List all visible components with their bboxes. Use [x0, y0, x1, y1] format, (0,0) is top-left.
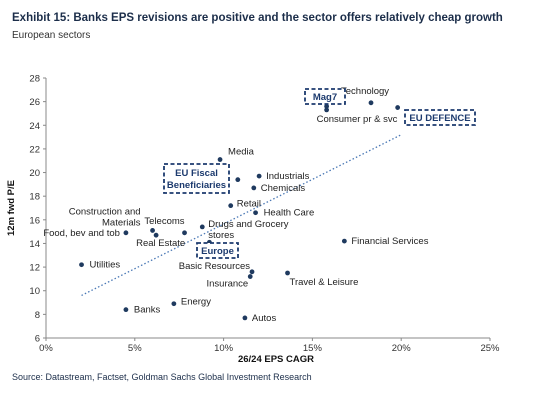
point-eu-fiscal-beneficiaries: [235, 177, 241, 183]
y-axis-label: 12m fwd P/E: [6, 180, 17, 236]
highlight-box-eu-defence: [404, 109, 476, 126]
label-eu-fiscal-beneficiaries: EU Fiscal Beneficiaries: [167, 168, 226, 191]
point-health-care: [253, 210, 258, 216]
y-tick-label: 18: [29, 192, 40, 203]
point-labels: Technology Consumer pr & svc Media Industri…: [43, 86, 428, 324]
chart-title: Exhibit 15: Banks EPS revisions are posi…: [12, 12, 503, 24]
x-tick-label: 25%: [480, 343, 500, 354]
point-telecoms: [182, 230, 187, 236]
y-tick-label: 20: [29, 168, 40, 179]
y-tick-label: 24: [29, 121, 40, 132]
label-autos: Autos: [252, 313, 277, 324]
label-drugs-and-grocery-stores: Drugs and Grocery stores: [208, 219, 289, 241]
point-food-bev-and-tob: [123, 230, 129, 236]
trendline: [81, 134, 402, 297]
label-telecoms: Telecoms: [144, 216, 184, 227]
label-basic-resources: Basic Resources: [179, 261, 251, 272]
point-banks: [123, 307, 129, 313]
x-tick-label: 20%: [392, 343, 412, 354]
x-tick-label: 5%: [128, 343, 142, 354]
y-tick-label: 28: [29, 74, 40, 85]
x-tick-label: 0%: [39, 343, 53, 354]
point-travel-leisure: [285, 270, 290, 276]
y-tick-label: 12: [29, 263, 40, 274]
source-note: Source: Datastream, Factset, Goldman Sac…: [12, 372, 312, 382]
x-tick-label: 10%: [214, 343, 234, 354]
y-tick-label: 22: [29, 144, 40, 155]
label-chemicals: Chemicals: [261, 183, 306, 194]
scatter-chart: 6 8 10 12 14 16 18 20 22 24 26 28 0% 5% 10% 15% 20% 25% 26…: [6, 74, 500, 366]
label-media: Media: [228, 147, 255, 158]
y-tick-label: 6: [35, 334, 40, 345]
point-drugs-and-grocery-stores: [199, 224, 205, 230]
y-tick-label: 26: [29, 97, 40, 108]
point-autos: [242, 315, 248, 321]
x-axis-label: 26/24 EPS CAGR: [238, 354, 314, 365]
point-energy: [171, 301, 177, 307]
label-industrials: Industrials: [266, 171, 310, 182]
label-construction-and-materials: Construction and Materials: [69, 206, 141, 228]
trendline-line: [81, 134, 402, 297]
point-retail: [228, 203, 234, 209]
point-construction-and-materials: [150, 228, 155, 233]
label-energy: Energy: [181, 297, 211, 308]
point-basic-resources: [249, 269, 255, 275]
point-financial-services: [341, 238, 347, 244]
y-tick-label: 16: [29, 215, 40, 226]
highlight-boxes: Mag7 EU DEFENCE EU Fiscal Beneficiaries Euro…: [163, 88, 476, 259]
highlight-box-europe: [196, 242, 239, 259]
point-media: [217, 157, 223, 162]
label-technology: Technology: [341, 86, 389, 97]
point-real-estate: [153, 232, 159, 238]
x-tick-label: 15%: [303, 343, 323, 354]
chart-subtitle: European sectors: [12, 30, 91, 41]
highlight-box-eu-fiscal-beneficiaries: [163, 163, 230, 194]
label-mag7: Mag7: [313, 92, 337, 103]
point-mag7: [324, 103, 330, 109]
label-retail: Retail: [237, 199, 261, 210]
y-tick-label: 14: [29, 239, 40, 250]
point-consumer-pr-svc: [324, 107, 330, 113]
label-banks: Banks: [134, 305, 161, 316]
axes: 6 8 10 12 14 16 18 20 22 24 26 28 0% 5% 10% 15% 20% 25% 26…: [6, 74, 500, 366]
point-technology: [368, 100, 374, 106]
label-travel-leisure: Travel & Leisure: [290, 277, 359, 288]
label-food-bev-and-tob: Food, bev and tob: [43, 228, 120, 239]
y-tick-label: 8: [35, 310, 40, 321]
label-eu-defence: EU DEFENCE: [409, 113, 470, 124]
point-eu-defence: [395, 105, 401, 110]
label-health-care: Health Care: [264, 208, 315, 219]
label-insurance: Insurance: [207, 279, 249, 290]
point-chemicals: [251, 185, 257, 191]
label-financial-services: Financial Services: [351, 236, 428, 247]
data-points: [79, 100, 401, 321]
label-consumer-pr-svc: Consumer pr & svc: [317, 114, 398, 125]
label-real-estate: Real Estate: [136, 238, 185, 249]
point-insurance: [247, 274, 253, 279]
point-industrials: [256, 173, 262, 179]
label-europe: Europe: [201, 246, 234, 257]
highlight-box-mag7: [304, 88, 346, 105]
y-tick-label: 10: [29, 286, 40, 297]
label-utilities: Utilities: [90, 260, 121, 271]
point-utilities: [79, 262, 84, 268]
